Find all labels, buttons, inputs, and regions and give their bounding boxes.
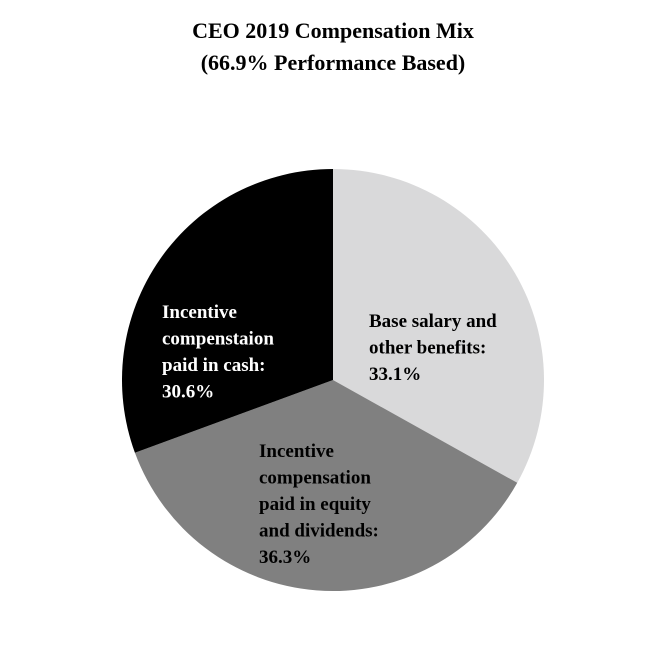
slice-label-line: paid in equity [259, 494, 371, 515]
slice-label-line: compenstaion [162, 329, 274, 350]
slice-label-line: other benefits: [369, 338, 486, 359]
chart-subtitle: (66.9% Performance Based) [200, 50, 466, 75]
slice-label-line: and dividends: [259, 521, 379, 542]
label-incentive-equity: Incentive compensation paid in equity and d… [259, 441, 379, 568]
label-base-salary: Base salary and other benefits: 33.1% [369, 311, 497, 385]
slice-label-line: compensation [259, 468, 371, 489]
slice-base-salary [333, 169, 544, 483]
chart-title: CEO 2019 Compensation Mix [192, 18, 474, 43]
slice-label-line: 30.6% [162, 382, 214, 403]
slice-incentive-cash [121, 169, 334, 453]
slice-label-line: Base salary and [369, 311, 497, 332]
slice-label-line: Incentive [259, 441, 334, 462]
slice-label-line: 33.1% [369, 364, 421, 385]
label-incentive-cash: Incentive compenstaion paid in cash: 30.6% [162, 302, 274, 403]
slice-label-line: Incentive [162, 302, 237, 323]
slice-label-line: 36.3% [259, 547, 311, 568]
slice-incentive-equity [134, 380, 518, 592]
slice-label-line: paid in cash: [162, 355, 265, 376]
